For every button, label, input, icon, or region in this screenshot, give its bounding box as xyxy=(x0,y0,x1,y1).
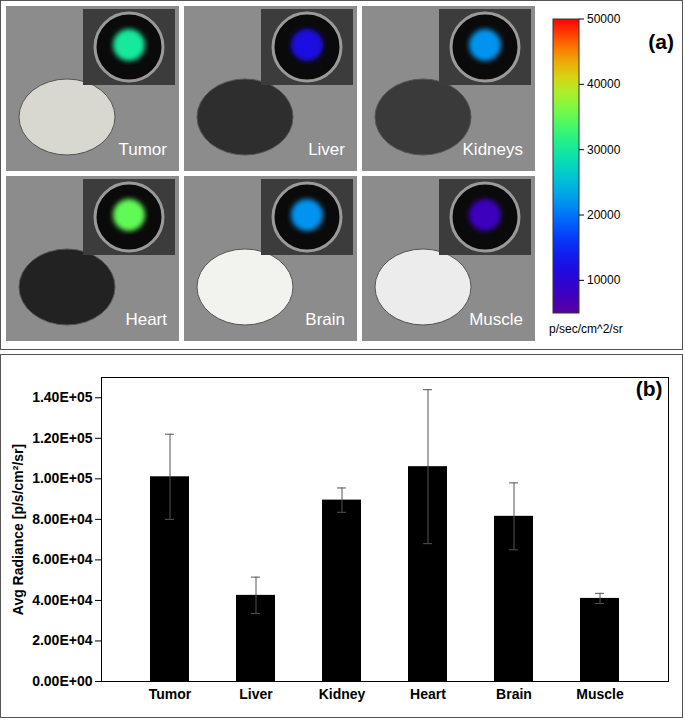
svg-text:40000: 40000 xyxy=(587,77,621,91)
svg-text:Muscle: Muscle xyxy=(576,686,624,702)
svg-text:50000: 50000 xyxy=(587,12,621,26)
svg-text:Kidney: Kidney xyxy=(319,686,366,702)
svg-text:Heart: Heart xyxy=(410,686,446,702)
svg-text:Brain: Brain xyxy=(305,310,345,329)
svg-text:Liver: Liver xyxy=(308,140,345,159)
svg-text:Liver: Liver xyxy=(239,686,273,702)
svg-text:(b): (b) xyxy=(636,377,663,400)
svg-text:Avg Radiance [p/s/cm²/sr]: Avg Radiance [p/s/cm²/sr] xyxy=(10,444,26,615)
svg-text:1.00E+05: 1.00E+05 xyxy=(32,470,93,486)
svg-text:Muscle: Muscle xyxy=(469,310,523,329)
svg-text:Heart: Heart xyxy=(125,310,167,329)
svg-text:4.00E+04: 4.00E+04 xyxy=(32,592,93,608)
svg-text:2.00E+04: 2.00E+04 xyxy=(32,632,93,648)
svg-text:p/sec/cm^2/sr: p/sec/cm^2/sr xyxy=(549,322,623,336)
svg-text:1.40E+05: 1.40E+05 xyxy=(32,389,93,405)
svg-text:Kidneys: Kidneys xyxy=(463,140,523,159)
svg-text:8.00E+04: 8.00E+04 xyxy=(32,511,93,527)
svg-text:Brain: Brain xyxy=(496,686,532,702)
svg-text:6.00E+04: 6.00E+04 xyxy=(32,551,93,567)
svg-text:20000: 20000 xyxy=(587,208,621,222)
svg-text:Tumor: Tumor xyxy=(149,686,192,702)
svg-text:Tumor: Tumor xyxy=(119,140,168,159)
svg-text:1.20E+05: 1.20E+05 xyxy=(32,430,93,446)
svg-text:10000: 10000 xyxy=(587,273,621,287)
svg-text:30000: 30000 xyxy=(587,143,621,157)
svg-text:0.00E+00: 0.00E+00 xyxy=(32,673,93,689)
svg-text:(a): (a) xyxy=(648,30,674,53)
